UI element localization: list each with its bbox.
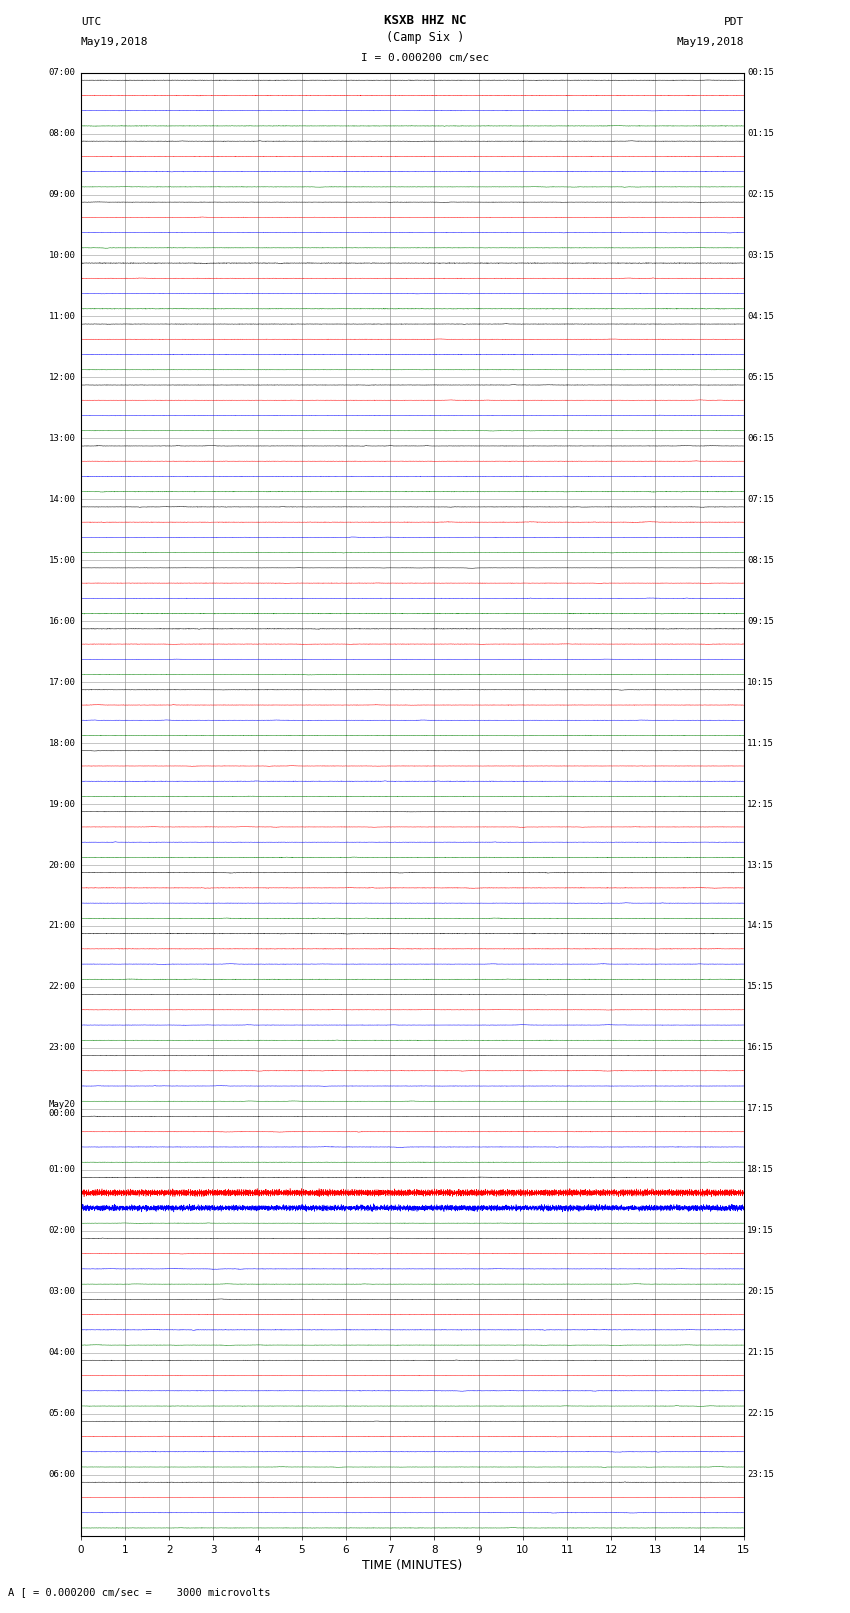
Text: 19:00: 19:00 (48, 800, 76, 808)
Text: 12:00: 12:00 (48, 373, 76, 382)
Text: 22:15: 22:15 (747, 1410, 774, 1418)
Text: 07:00: 07:00 (48, 68, 76, 77)
Text: May20
00:00: May20 00:00 (48, 1100, 76, 1118)
Text: 06:00: 06:00 (48, 1469, 76, 1479)
Text: 02:00: 02:00 (48, 1226, 76, 1236)
Text: 14:00: 14:00 (48, 495, 76, 503)
Text: 17:00: 17:00 (48, 677, 76, 687)
Text: 23:00: 23:00 (48, 1044, 76, 1052)
Text: May19,2018: May19,2018 (81, 37, 148, 47)
Text: 05:00: 05:00 (48, 1410, 76, 1418)
Text: 07:15: 07:15 (747, 495, 774, 503)
Text: 05:15: 05:15 (747, 373, 774, 382)
Text: PDT: PDT (723, 18, 744, 27)
Text: 09:00: 09:00 (48, 190, 76, 198)
Text: 01:00: 01:00 (48, 1165, 76, 1174)
Text: 19:15: 19:15 (747, 1226, 774, 1236)
Text: 10:15: 10:15 (747, 677, 774, 687)
Text: 10:00: 10:00 (48, 252, 76, 260)
Text: 06:15: 06:15 (747, 434, 774, 444)
Text: 22:00: 22:00 (48, 982, 76, 992)
Text: 01:15: 01:15 (747, 129, 774, 139)
Text: A [ = 0.000200 cm/sec =    3000 microvolts: A [ = 0.000200 cm/sec = 3000 microvolts (8, 1587, 271, 1597)
Text: 03:00: 03:00 (48, 1287, 76, 1297)
Text: May19,2018: May19,2018 (677, 37, 744, 47)
Text: 20:00: 20:00 (48, 861, 76, 869)
Text: 16:00: 16:00 (48, 616, 76, 626)
Text: 23:15: 23:15 (747, 1469, 774, 1479)
Text: 04:15: 04:15 (747, 311, 774, 321)
Text: 15:00: 15:00 (48, 556, 76, 565)
Text: 13:15: 13:15 (747, 861, 774, 869)
Text: 00:15: 00:15 (747, 68, 774, 77)
Text: I = 0.000200 cm/sec: I = 0.000200 cm/sec (361, 53, 489, 63)
X-axis label: TIME (MINUTES): TIME (MINUTES) (362, 1558, 462, 1571)
Text: 09:15: 09:15 (747, 616, 774, 626)
Text: 11:15: 11:15 (747, 739, 774, 747)
Text: 15:15: 15:15 (747, 982, 774, 992)
Text: 04:00: 04:00 (48, 1348, 76, 1357)
Text: 16:15: 16:15 (747, 1044, 774, 1052)
Text: 11:00: 11:00 (48, 311, 76, 321)
Text: 03:15: 03:15 (747, 252, 774, 260)
Text: 12:15: 12:15 (747, 800, 774, 808)
Text: 08:15: 08:15 (747, 556, 774, 565)
Text: 21:00: 21:00 (48, 921, 76, 931)
Text: KSXB HHZ NC: KSXB HHZ NC (383, 15, 467, 27)
Text: 13:00: 13:00 (48, 434, 76, 444)
Text: (Camp Six ): (Camp Six ) (386, 31, 464, 44)
Text: 21:15: 21:15 (747, 1348, 774, 1357)
Text: 17:15: 17:15 (747, 1105, 774, 1113)
Text: 08:00: 08:00 (48, 129, 76, 139)
Text: 14:15: 14:15 (747, 921, 774, 931)
Text: 02:15: 02:15 (747, 190, 774, 198)
Text: 18:00: 18:00 (48, 739, 76, 747)
Text: 18:15: 18:15 (747, 1165, 774, 1174)
Text: 20:15: 20:15 (747, 1287, 774, 1297)
Text: UTC: UTC (81, 18, 101, 27)
